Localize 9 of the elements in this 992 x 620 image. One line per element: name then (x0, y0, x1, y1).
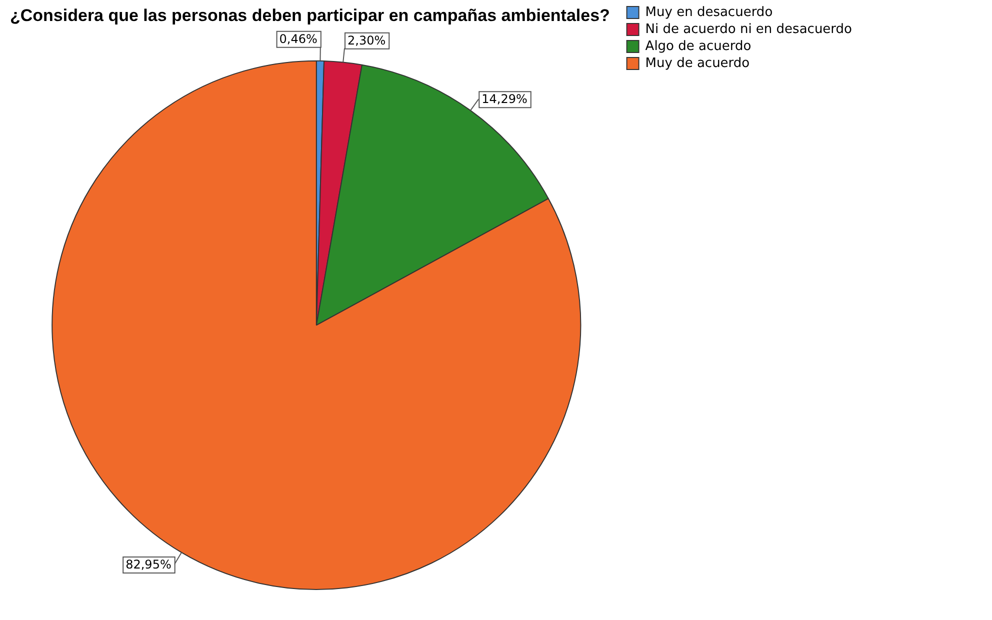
chart-title: ¿Considera que las personas deben participar en campañas ambientales? (10, 6, 610, 25)
data-label: 0,46% (279, 32, 318, 46)
legend-label: Ni de acuerdo ni en desacuerdo (645, 22, 852, 37)
legend-label: Muy de acuerdo (645, 56, 750, 71)
data-label: 14,29% (482, 92, 528, 106)
data-label: 2,30% (348, 33, 386, 48)
legend-label: Algo de acuerdo (645, 38, 752, 54)
legend-label: Muy en desacuerdo (645, 4, 773, 20)
data-label: 82,95% (126, 558, 172, 572)
